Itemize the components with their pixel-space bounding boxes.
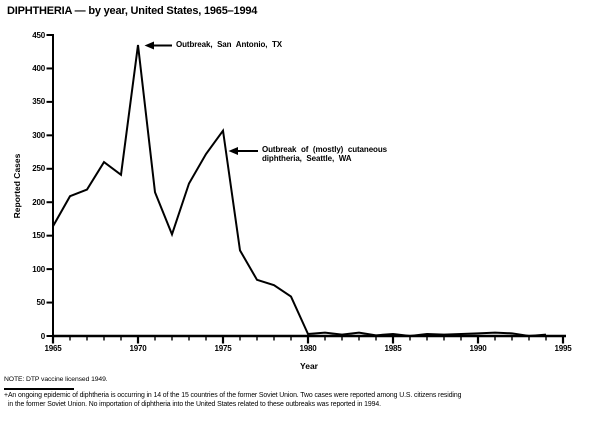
footnote: +An ongoing epidemic of diphtheria is oc… xyxy=(4,392,598,409)
footnote-line1: +An ongoing epidemic of diphtheria is oc… xyxy=(4,392,598,401)
y-tick-label: 150 xyxy=(32,231,45,241)
y-tick-label: 250 xyxy=(32,164,45,174)
x-tick-label: 1985 xyxy=(384,344,402,353)
x-axis-label: Year xyxy=(300,361,318,371)
x-tick-label: 1970 xyxy=(129,344,147,353)
arrow-seattle-arrowhead xyxy=(228,147,238,155)
annotation-seattle: Outbreak of (mostly) cutaneous diphtheri… xyxy=(262,145,387,163)
x-tick-label: 1995 xyxy=(554,344,572,353)
chart-title: DIPHTHERIA — by year, United States, 196… xyxy=(7,5,258,17)
footnote-marker: + xyxy=(4,392,8,399)
y-tick-label: 400 xyxy=(32,63,45,73)
arrow-san-antonio-arrowhead xyxy=(144,41,154,50)
footnote-divider xyxy=(4,388,74,390)
footnote-text1: An ongoing epidemic of diphtheria is occ… xyxy=(7,392,462,399)
x-tick-label: 1990 xyxy=(469,344,487,353)
y-tick-label: 300 xyxy=(32,130,45,140)
x-tick-label: 1975 xyxy=(214,344,232,353)
footnote-line2: in the former Soviet Union. No importati… xyxy=(8,400,381,408)
annotation-seattle-line1: Outbreak of (mostly) cutaneous xyxy=(262,145,387,154)
y-tick-label: 100 xyxy=(32,264,45,274)
y-tick-label: 450 xyxy=(32,30,45,40)
y-tick-label: 50 xyxy=(36,298,46,308)
annotation-seattle-line2: diphtheria, Seattle, WA xyxy=(262,153,352,163)
x-tick-label: 1965 xyxy=(44,344,62,353)
note-text: NOTE: DTP vaccine licensed 1949. xyxy=(4,376,108,383)
data-line xyxy=(52,44,547,338)
annotation-san-antonio: Outbreak, San Antonio, TX xyxy=(176,40,283,49)
x-tick-label: 1980 xyxy=(299,344,317,353)
y-tick-label: 200 xyxy=(32,197,45,207)
y-tick-label: 350 xyxy=(32,97,45,107)
y-tick-label: 0 xyxy=(40,331,45,341)
